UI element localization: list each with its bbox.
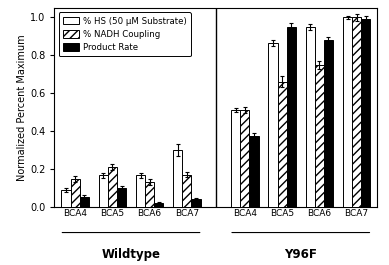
Legend: % HS (50 μM Substrate), % NADH Coupling, Product Rate: % HS (50 μM Substrate), % NADH Coupling,… [59, 12, 191, 56]
Bar [249, 136, 259, 207]
Bar [240, 110, 249, 207]
Bar [287, 27, 296, 207]
Bar [61, 190, 71, 207]
Bar [173, 150, 182, 207]
Bar [108, 167, 117, 207]
Y-axis label: Normalized Percent Maximum: Normalized Percent Maximum [17, 34, 27, 181]
Bar [191, 199, 201, 207]
Bar [324, 40, 333, 207]
Bar [117, 188, 126, 207]
Text: Y96F: Y96F [284, 249, 317, 262]
Bar [99, 175, 108, 207]
Bar [268, 43, 278, 207]
Bar [182, 175, 191, 207]
Bar [80, 197, 89, 207]
Bar [231, 110, 240, 207]
Bar [278, 82, 287, 207]
Text: Wildtype: Wildtype [102, 249, 161, 262]
Bar [306, 27, 315, 207]
Bar [71, 179, 80, 207]
Bar [343, 17, 352, 207]
Bar [154, 203, 163, 207]
Bar [136, 175, 145, 207]
Bar [145, 182, 154, 207]
Bar [352, 17, 361, 207]
Bar [315, 65, 324, 207]
Bar [361, 19, 370, 207]
